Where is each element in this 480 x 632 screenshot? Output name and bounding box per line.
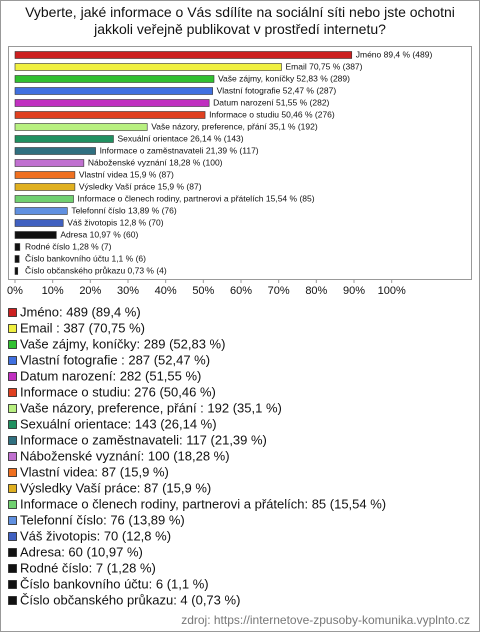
bar bbox=[14, 87, 213, 95]
x-tick-label: 20% bbox=[79, 285, 101, 297]
legend-label: Vlastní fotografie : 287 (52,47 %) bbox=[20, 352, 210, 367]
value-label: Číslo občanského průkazu 0,73 % (4) bbox=[25, 265, 167, 275]
legend-label: Informace o členech rodiny, partnerovi a… bbox=[20, 496, 386, 511]
value-label: Jméno 89,4 % (489) bbox=[356, 49, 433, 59]
bar bbox=[14, 171, 76, 179]
legend-label: Sexuální orientace: 143 (26,14 %) bbox=[20, 416, 217, 431]
value-label: Vlastní fotografie 52,47 % (287) bbox=[217, 85, 337, 95]
value-label: Váš životopis 12,8 % (70) bbox=[67, 217, 164, 227]
bar bbox=[14, 135, 114, 143]
source: zdroj: https://internetove-zpusoby-komun… bbox=[181, 613, 470, 627]
value-label: Datum narození 51,55 % (282) bbox=[213, 97, 329, 107]
legend-label: Výsledky Vaší práce: 87 (15,9 %) bbox=[20, 480, 211, 495]
legend-label: Datum narození: 282 (51,55 %) bbox=[20, 368, 201, 383]
legend-swatch bbox=[8, 580, 17, 589]
chart-title: Vyberte, jaké informace o Vás sdílíte na… bbox=[25, 4, 455, 37]
legend-label: Jméno: 489 (89,4 %) bbox=[20, 304, 141, 319]
x-tick-label: 10% bbox=[42, 285, 64, 297]
bar bbox=[14, 219, 64, 227]
value-label: Vlastní videa 15,9 % (87) bbox=[79, 169, 174, 179]
legend-swatch bbox=[8, 324, 17, 333]
value-label: Informace o studiu 50,46 % (276) bbox=[209, 109, 335, 119]
bar bbox=[14, 207, 68, 215]
bar bbox=[14, 159, 85, 167]
legend-swatch bbox=[8, 436, 17, 445]
legend-label: Informace o zaměstnavateli: 117 (21,39 %… bbox=[20, 432, 267, 447]
legend-swatch bbox=[8, 532, 17, 541]
x-tick-label: 80% bbox=[305, 285, 327, 297]
x-tick-label: 70% bbox=[268, 285, 290, 297]
value-label: Číslo bankovního účtu 1,1 % (6) bbox=[25, 253, 146, 263]
legend-swatch bbox=[8, 484, 17, 493]
legend-label: Telefonní číslo: 76 (13,89 %) bbox=[20, 512, 185, 527]
legend-swatch bbox=[8, 564, 17, 573]
legend-label: Adresa: 60 (10,97 %) bbox=[20, 544, 143, 559]
legend-swatch bbox=[8, 420, 17, 429]
legend-label: Váš životopis: 70 (12,8 %) bbox=[20, 528, 171, 543]
legend-swatch bbox=[8, 340, 17, 349]
bar bbox=[14, 51, 353, 59]
legend-label: Vaše zájmy, koníčky: 289 (52,83 %) bbox=[20, 336, 225, 351]
bar bbox=[14, 99, 210, 107]
x-tick-label: 0% bbox=[7, 285, 23, 297]
value-label: Telefonní číslo 13,89 % (76) bbox=[71, 205, 177, 215]
value-label: Adresa 10,97 % (60) bbox=[60, 229, 138, 239]
bar bbox=[14, 123, 148, 131]
value-label: Email 70,75 % (387) bbox=[285, 61, 362, 71]
x-tick-label: 50% bbox=[192, 285, 214, 297]
x-tick-label: 60% bbox=[230, 285, 252, 297]
legend-label: Rodné číslo: 7 (1,28 %) bbox=[20, 560, 156, 575]
legend-label: Informace o studiu: 276 (50,46 %) bbox=[20, 384, 216, 399]
bar bbox=[14, 255, 20, 263]
plot-frame bbox=[8, 46, 472, 280]
bar bbox=[14, 75, 215, 83]
value-label: Sexuální orientace 26,14 % (143) bbox=[117, 133, 243, 143]
legend-label: Vlastní videa: 87 (15,9 %) bbox=[20, 464, 169, 479]
bar bbox=[14, 111, 206, 119]
legend-swatch bbox=[8, 356, 17, 365]
bar bbox=[14, 183, 76, 191]
legend-swatch bbox=[8, 308, 17, 317]
bar bbox=[14, 243, 21, 251]
bar bbox=[14, 267, 19, 275]
value-label: Vaše zájmy, koníčky 52,83 % (289) bbox=[218, 73, 350, 83]
legend-label: Vaše názory, preference, přání : 192 (35… bbox=[20, 400, 282, 415]
x-tick-label: 30% bbox=[117, 285, 139, 297]
bar bbox=[14, 231, 57, 239]
legend-swatch bbox=[8, 548, 17, 557]
legend-swatch bbox=[8, 372, 17, 381]
bar bbox=[14, 195, 74, 203]
legend-swatch bbox=[8, 452, 17, 461]
legend-swatch bbox=[8, 500, 17, 509]
legend-label: Email : 387 (70,75 %) bbox=[20, 320, 145, 335]
legend-swatch bbox=[8, 516, 17, 525]
bar bbox=[14, 63, 282, 71]
value-label: Informace o zaměstnavateli 21,39 % (117) bbox=[100, 145, 259, 155]
value-label: Výsledky Vaší práce 15,9 % (87) bbox=[79, 181, 202, 191]
value-label: Vaše názory, preference, přání 35,1 % (1… bbox=[151, 121, 318, 131]
bar bbox=[14, 147, 96, 155]
value-label: Informace o členech rodiny, partnerovi a… bbox=[78, 193, 315, 203]
value-label: Rodné číslo 1,28 % (7) bbox=[25, 241, 112, 251]
legend-label: Číslo občanského průkazu: 4 (0,73 %) bbox=[20, 592, 240, 607]
legend-swatch bbox=[8, 404, 17, 413]
legend-label: Náboženské vyznání: 100 (18,28 %) bbox=[20, 448, 230, 463]
x-tick-label: 100% bbox=[378, 285, 406, 297]
x-tick-label: 40% bbox=[155, 285, 177, 297]
x-tick-label: 90% bbox=[343, 285, 365, 297]
value-label: Náboženské vyznání 18,28 % (100) bbox=[88, 157, 223, 167]
legend-swatch bbox=[8, 388, 17, 397]
legend-swatch bbox=[8, 468, 17, 477]
legend-label: Číslo bankovního účtu: 6 (1,1 %) bbox=[20, 576, 209, 591]
legend-swatch bbox=[8, 596, 17, 605]
